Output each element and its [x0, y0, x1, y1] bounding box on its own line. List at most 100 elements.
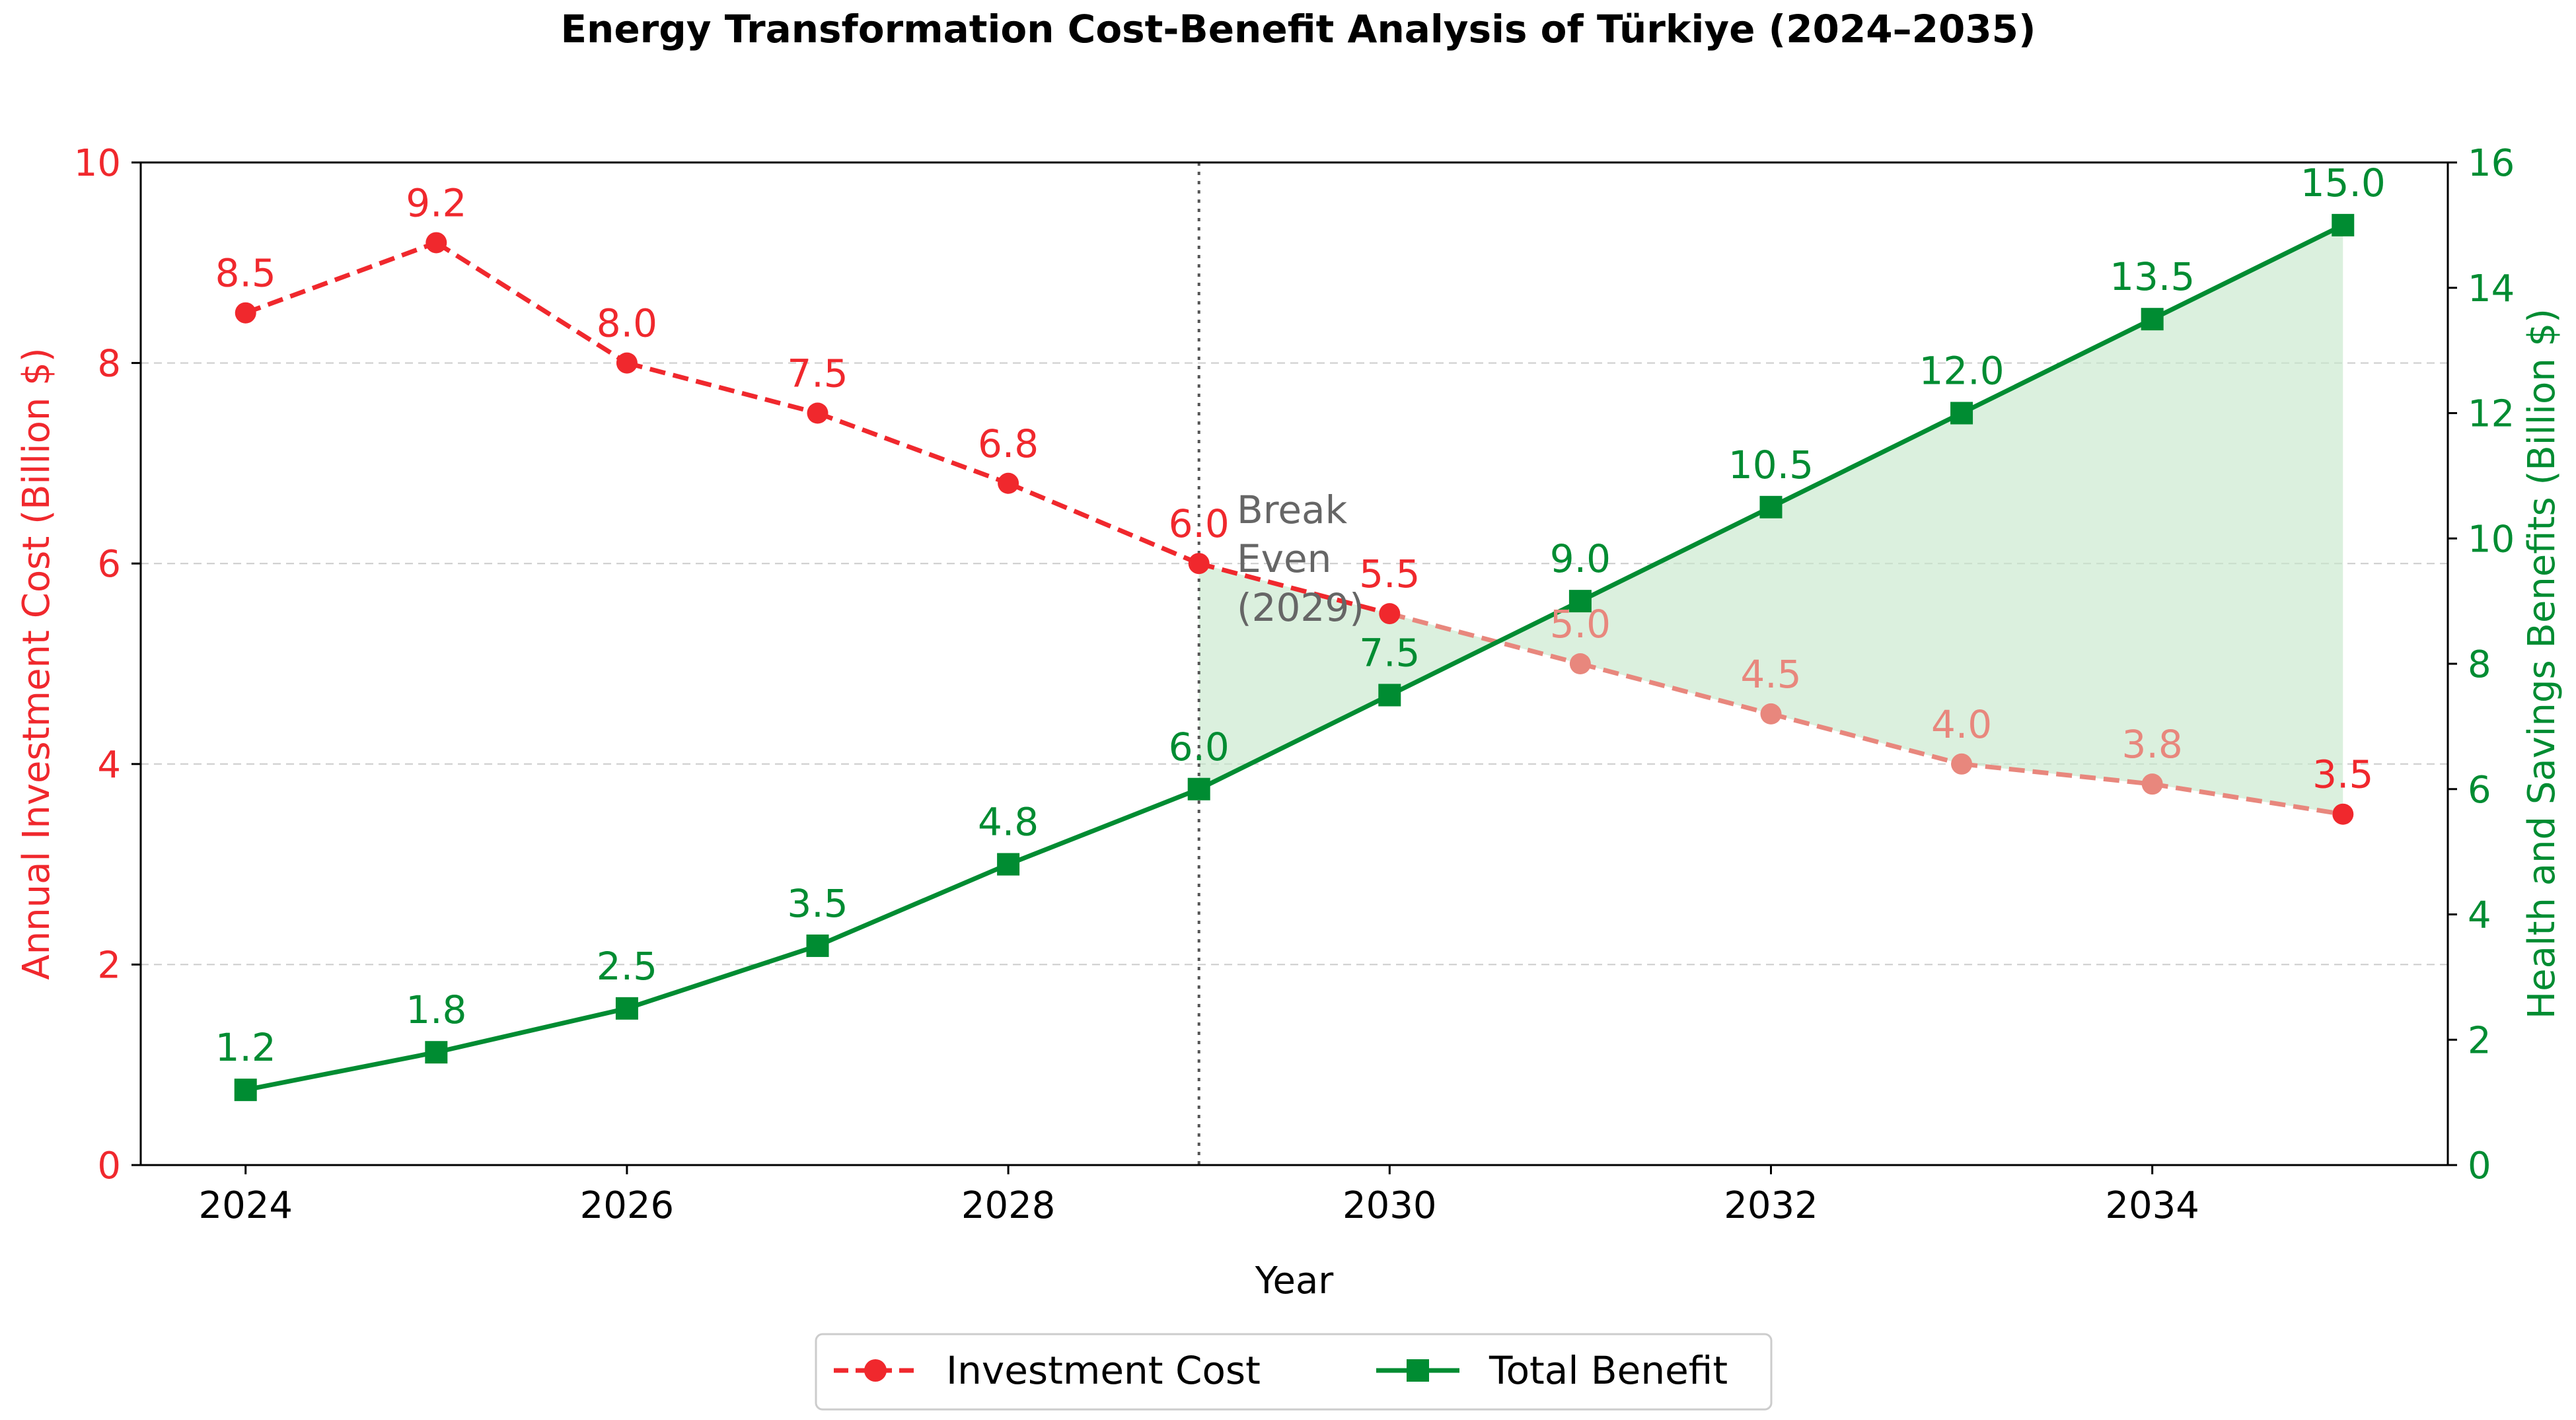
cost-data-label: 4.5 — [1740, 652, 1801, 697]
cost-point — [235, 302, 256, 324]
y-left-tick-label: 10 — [74, 142, 121, 185]
cost-point — [1379, 603, 1401, 625]
cost-data-label: 7.5 — [787, 351, 848, 396]
benefit-data-label: 10.5 — [1728, 443, 1814, 487]
benefit-data-label: 3.5 — [787, 881, 848, 926]
benefit-point — [425, 1041, 448, 1064]
cost-line-segment — [244, 240, 437, 315]
annotation-line-3: (2029) — [1237, 585, 1364, 630]
y-right-tick-label: 14 — [2468, 267, 2515, 310]
annotation-line-2: Even — [1237, 536, 1331, 581]
benefit-data-label: 2.5 — [597, 944, 657, 989]
y-left-tick-label: 4 — [97, 744, 121, 787]
cost-data-label: 4.0 — [1931, 702, 1992, 747]
benefit-data-label: 9.0 — [1550, 536, 1611, 581]
legend-benefit-label: Total Benefit — [1489, 1348, 1728, 1393]
benefit-point — [997, 853, 1020, 876]
benefit-point — [806, 934, 829, 957]
cost-line-segment — [626, 361, 819, 415]
benefit-point — [1187, 777, 1210, 800]
chart-title: Energy Transformation Cost-Benefit Analy… — [560, 7, 2036, 52]
axes: 0 2 4 6 8 10 0 2 4 6 8 10 12 14 16 2024 2026 2028 2030 2032… — [74, 142, 2515, 1227]
y-left-tick-label: 8 — [97, 343, 121, 386]
cost-data-label: 3.8 — [2122, 722, 2183, 767]
cost-line-segment — [435, 240, 628, 365]
annotation-line-1: Break — [1237, 487, 1348, 532]
cost-data-label: 5.0 — [1550, 602, 1611, 647]
y-axis-right-label: Health and Savings Benefits (Billion $) — [2521, 308, 2563, 1019]
benefit-data-label: 6.0 — [1169, 725, 1230, 769]
x-axis-label: Year — [1255, 1260, 1335, 1302]
cost-point — [1569, 653, 1591, 674]
y-axis-left-label: Annual Investment Cost (Billion $) — [15, 347, 58, 979]
cost-point — [998, 472, 1019, 494]
benefit-data-label: 12.0 — [1919, 349, 2005, 394]
benefit-data-label: 15.0 — [2300, 160, 2386, 205]
benefit-point — [1378, 684, 1401, 707]
x-tick-label: 2026 — [580, 1184, 675, 1227]
benefit-data-label: 4.8 — [978, 800, 1039, 845]
benefit-point — [2141, 308, 2164, 331]
cost-line-segment — [1007, 481, 1200, 566]
cost-data-label: 5.5 — [1359, 551, 1420, 596]
data-labels: 8.5 1.2 9.2 1.8 8.0 2.5 7.5 3.5 6.8 4.8 6.0 6.0 5.5 7… — [215, 160, 2386, 1070]
cost-point — [1951, 753, 1973, 775]
cost-point — [1760, 703, 1782, 725]
cost-point — [425, 232, 447, 254]
legend-box — [815, 1333, 1773, 1411]
benefit-data-label: 1.2 — [215, 1025, 276, 1070]
cost-point — [2141, 773, 2163, 795]
benefit-point — [1568, 590, 1592, 613]
x-tick-label: 2028 — [961, 1184, 1056, 1227]
benefit-point — [234, 1079, 257, 1102]
legend: Investment Cost Total Benefit — [815, 1333, 1773, 1411]
y-left-tick-label: 2 — [97, 944, 121, 987]
cost-line-segment — [817, 411, 1010, 486]
net-benefit-fill — [1198, 225, 2343, 814]
benefit-data-label: 1.8 — [406, 987, 466, 1032]
cost-data-label: 8.0 — [597, 301, 657, 346]
x-tick-label: 2030 — [1343, 1184, 1437, 1227]
y-right-tick-label: 8 — [2468, 643, 2491, 686]
cost-data-label: 6.8 — [978, 421, 1039, 466]
y-right-tick-label: 12 — [2468, 393, 2515, 436]
x-tick-label: 2024 — [198, 1184, 293, 1227]
y-left-tick-label: 6 — [97, 543, 121, 586]
cost-line-segment — [1198, 561, 1391, 616]
y-left-tick-label: 0 — [97, 1145, 121, 1188]
cost-line-segment — [1770, 711, 1962, 767]
cost-data-label: 9.2 — [406, 180, 466, 225]
cost-data-label: 3.5 — [2312, 752, 2373, 797]
cost-line-segment — [2152, 781, 2343, 817]
net-benefit-area — [1198, 225, 2343, 814]
series — [234, 213, 2355, 1102]
cost-point — [1188, 553, 1210, 575]
cost-point — [807, 402, 828, 424]
cost-point — [2332, 803, 2354, 825]
y-right-tick-label: 4 — [2468, 894, 2491, 937]
y-right-tick-label: 10 — [2468, 518, 2515, 561]
benefit-point — [2332, 213, 2355, 236]
annotation-break-even: Break Even (2029) — [1237, 487, 1364, 630]
benefit-line — [245, 223, 2344, 1092]
legend-cost-label: Investment Cost — [946, 1348, 1261, 1393]
y-right-tick-label: 16 — [2468, 142, 2515, 185]
y-right-tick-label: 0 — [2468, 1145, 2491, 1188]
benefit-point — [615, 997, 638, 1020]
cost-data-label: 6.0 — [1169, 501, 1230, 546]
x-tick-label: 2034 — [2105, 1184, 2199, 1227]
benefit-point — [1950, 402, 1973, 425]
benefit-data-label: 7.5 — [1359, 630, 1420, 675]
y-right-tick-label: 6 — [2468, 769, 2491, 812]
cost-line-segment — [1961, 762, 2153, 787]
cost-line-segment — [1389, 611, 1581, 666]
y-right-tick-label: 2 — [2468, 1019, 2491, 1062]
legend-benefit-marker — [1407, 1359, 1429, 1382]
benefit-data-label: 13.5 — [2110, 254, 2195, 299]
cost-line-segment — [1580, 661, 1772, 717]
x-tick-label: 2032 — [1724, 1184, 1818, 1227]
legend-cost-marker — [864, 1359, 887, 1382]
benefit-point — [1759, 495, 1783, 518]
cost-point — [616, 352, 638, 374]
